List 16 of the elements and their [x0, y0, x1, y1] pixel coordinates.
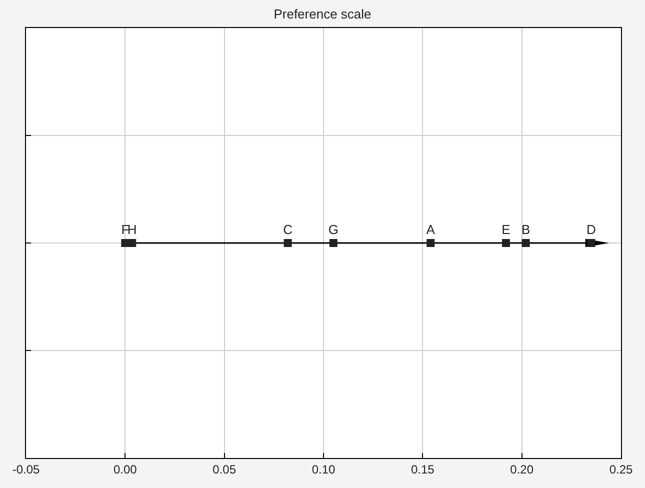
series-label: H	[127, 222, 137, 237]
x-tick-label: 0.25	[609, 462, 633, 476]
x-tick-label: 0.00	[113, 462, 138, 476]
series-label: E	[502, 222, 511, 237]
series-label: A	[426, 222, 436, 237]
series-label: G	[328, 222, 338, 237]
x-tick-label: 0.20	[510, 462, 534, 476]
chart-title: Preference scale	[274, 6, 372, 22]
series-label: F	[121, 222, 130, 237]
series-label: B	[521, 222, 530, 237]
series-label: D	[586, 222, 596, 237]
x-tick-label: -0.05	[12, 462, 40, 476]
x-tick-label: 0.05	[212, 462, 236, 476]
series-label: C	[283, 222, 292, 237]
x-tick-label: 0.15	[410, 462, 435, 476]
x-tick-label: 0.10	[312, 462, 336, 476]
